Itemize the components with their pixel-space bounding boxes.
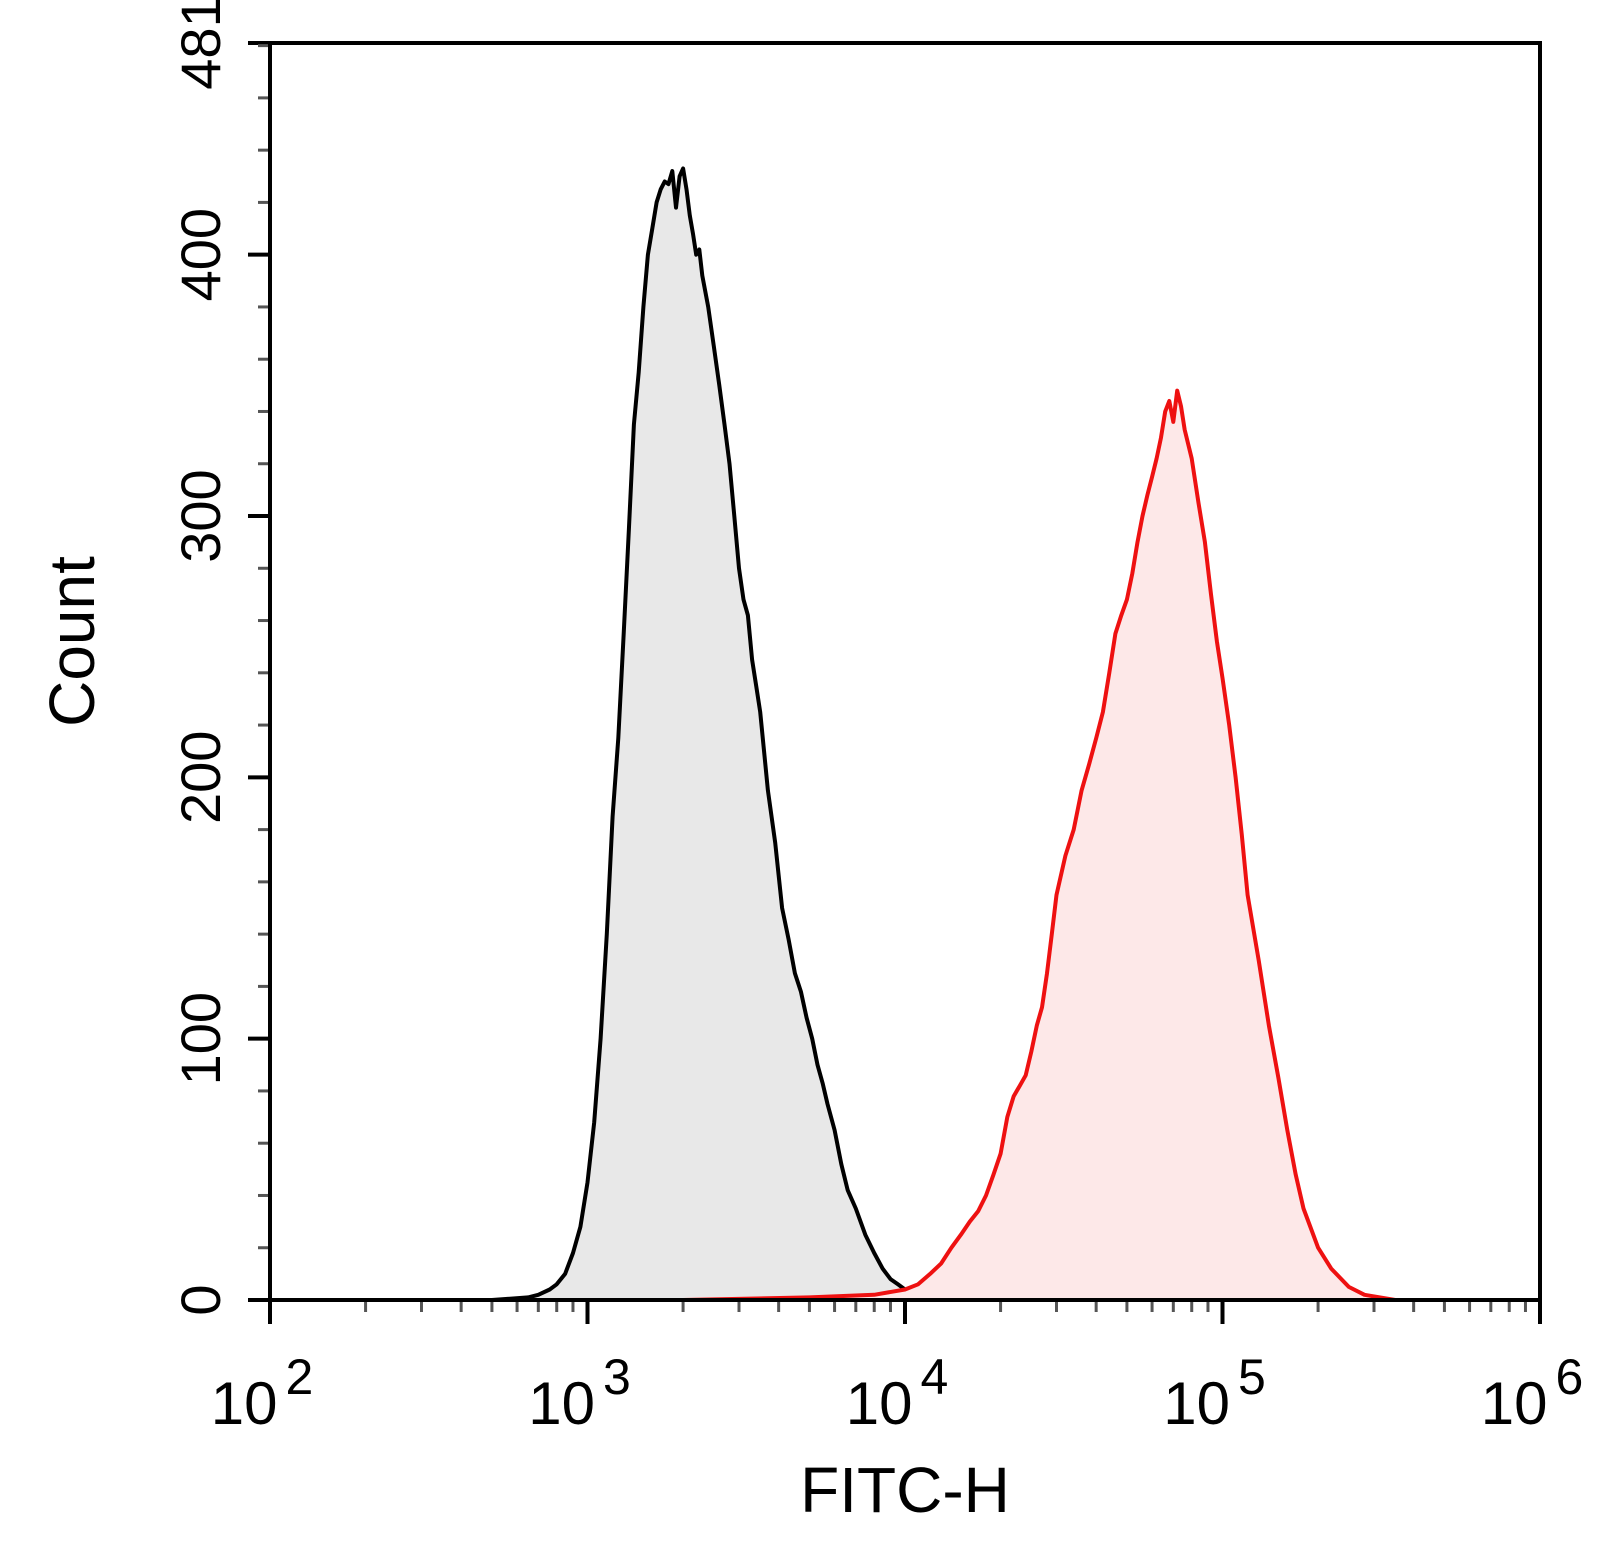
series-1-fill — [491, 168, 1001, 1300]
x-tick-exponent: 3 — [603, 1349, 631, 1405]
x-tick-base: 10 — [528, 1370, 595, 1437]
x-tick-exponent: 2 — [285, 1349, 313, 1405]
y-tick-label: 300 — [169, 469, 232, 562]
series-1-line — [491, 166, 1001, 1302]
x-tick-base: 10 — [1163, 1370, 1230, 1437]
plot-area — [491, 166, 1396, 1302]
series-2-line — [683, 388, 1396, 1302]
x-tick-base: 10 — [1481, 1370, 1548, 1437]
x-tick-base: 10 — [846, 1370, 913, 1437]
x-tick-label: 10 2 — [211, 1349, 314, 1437]
x-tick-label: 10 5 — [1163, 1349, 1266, 1437]
y-tick-label: 400 — [169, 208, 232, 301]
y-axis-label: Count — [36, 556, 108, 727]
x-tick-label: 10 6 — [1481, 1349, 1584, 1437]
x-tick-exponent: 6 — [1555, 1349, 1583, 1405]
series-2-fill — [683, 390, 1396, 1301]
x-tick-label: 10 3 — [528, 1349, 631, 1437]
plot-frame — [268, 41, 1542, 1302]
x-tick-label: 10 4 — [846, 1349, 949, 1437]
x-axis-label: FITC-H — [800, 1454, 1010, 1526]
y-tick-label: 481 — [169, 0, 232, 90]
y-tick-label: 100 — [169, 992, 232, 1085]
y-tick-label: 0 — [169, 1284, 232, 1315]
y-tick-label: 200 — [169, 731, 232, 824]
x-tick-exponent: 5 — [1238, 1349, 1266, 1405]
x-tick-base: 10 — [211, 1370, 278, 1437]
x-tick-exponent: 4 — [920, 1349, 948, 1405]
